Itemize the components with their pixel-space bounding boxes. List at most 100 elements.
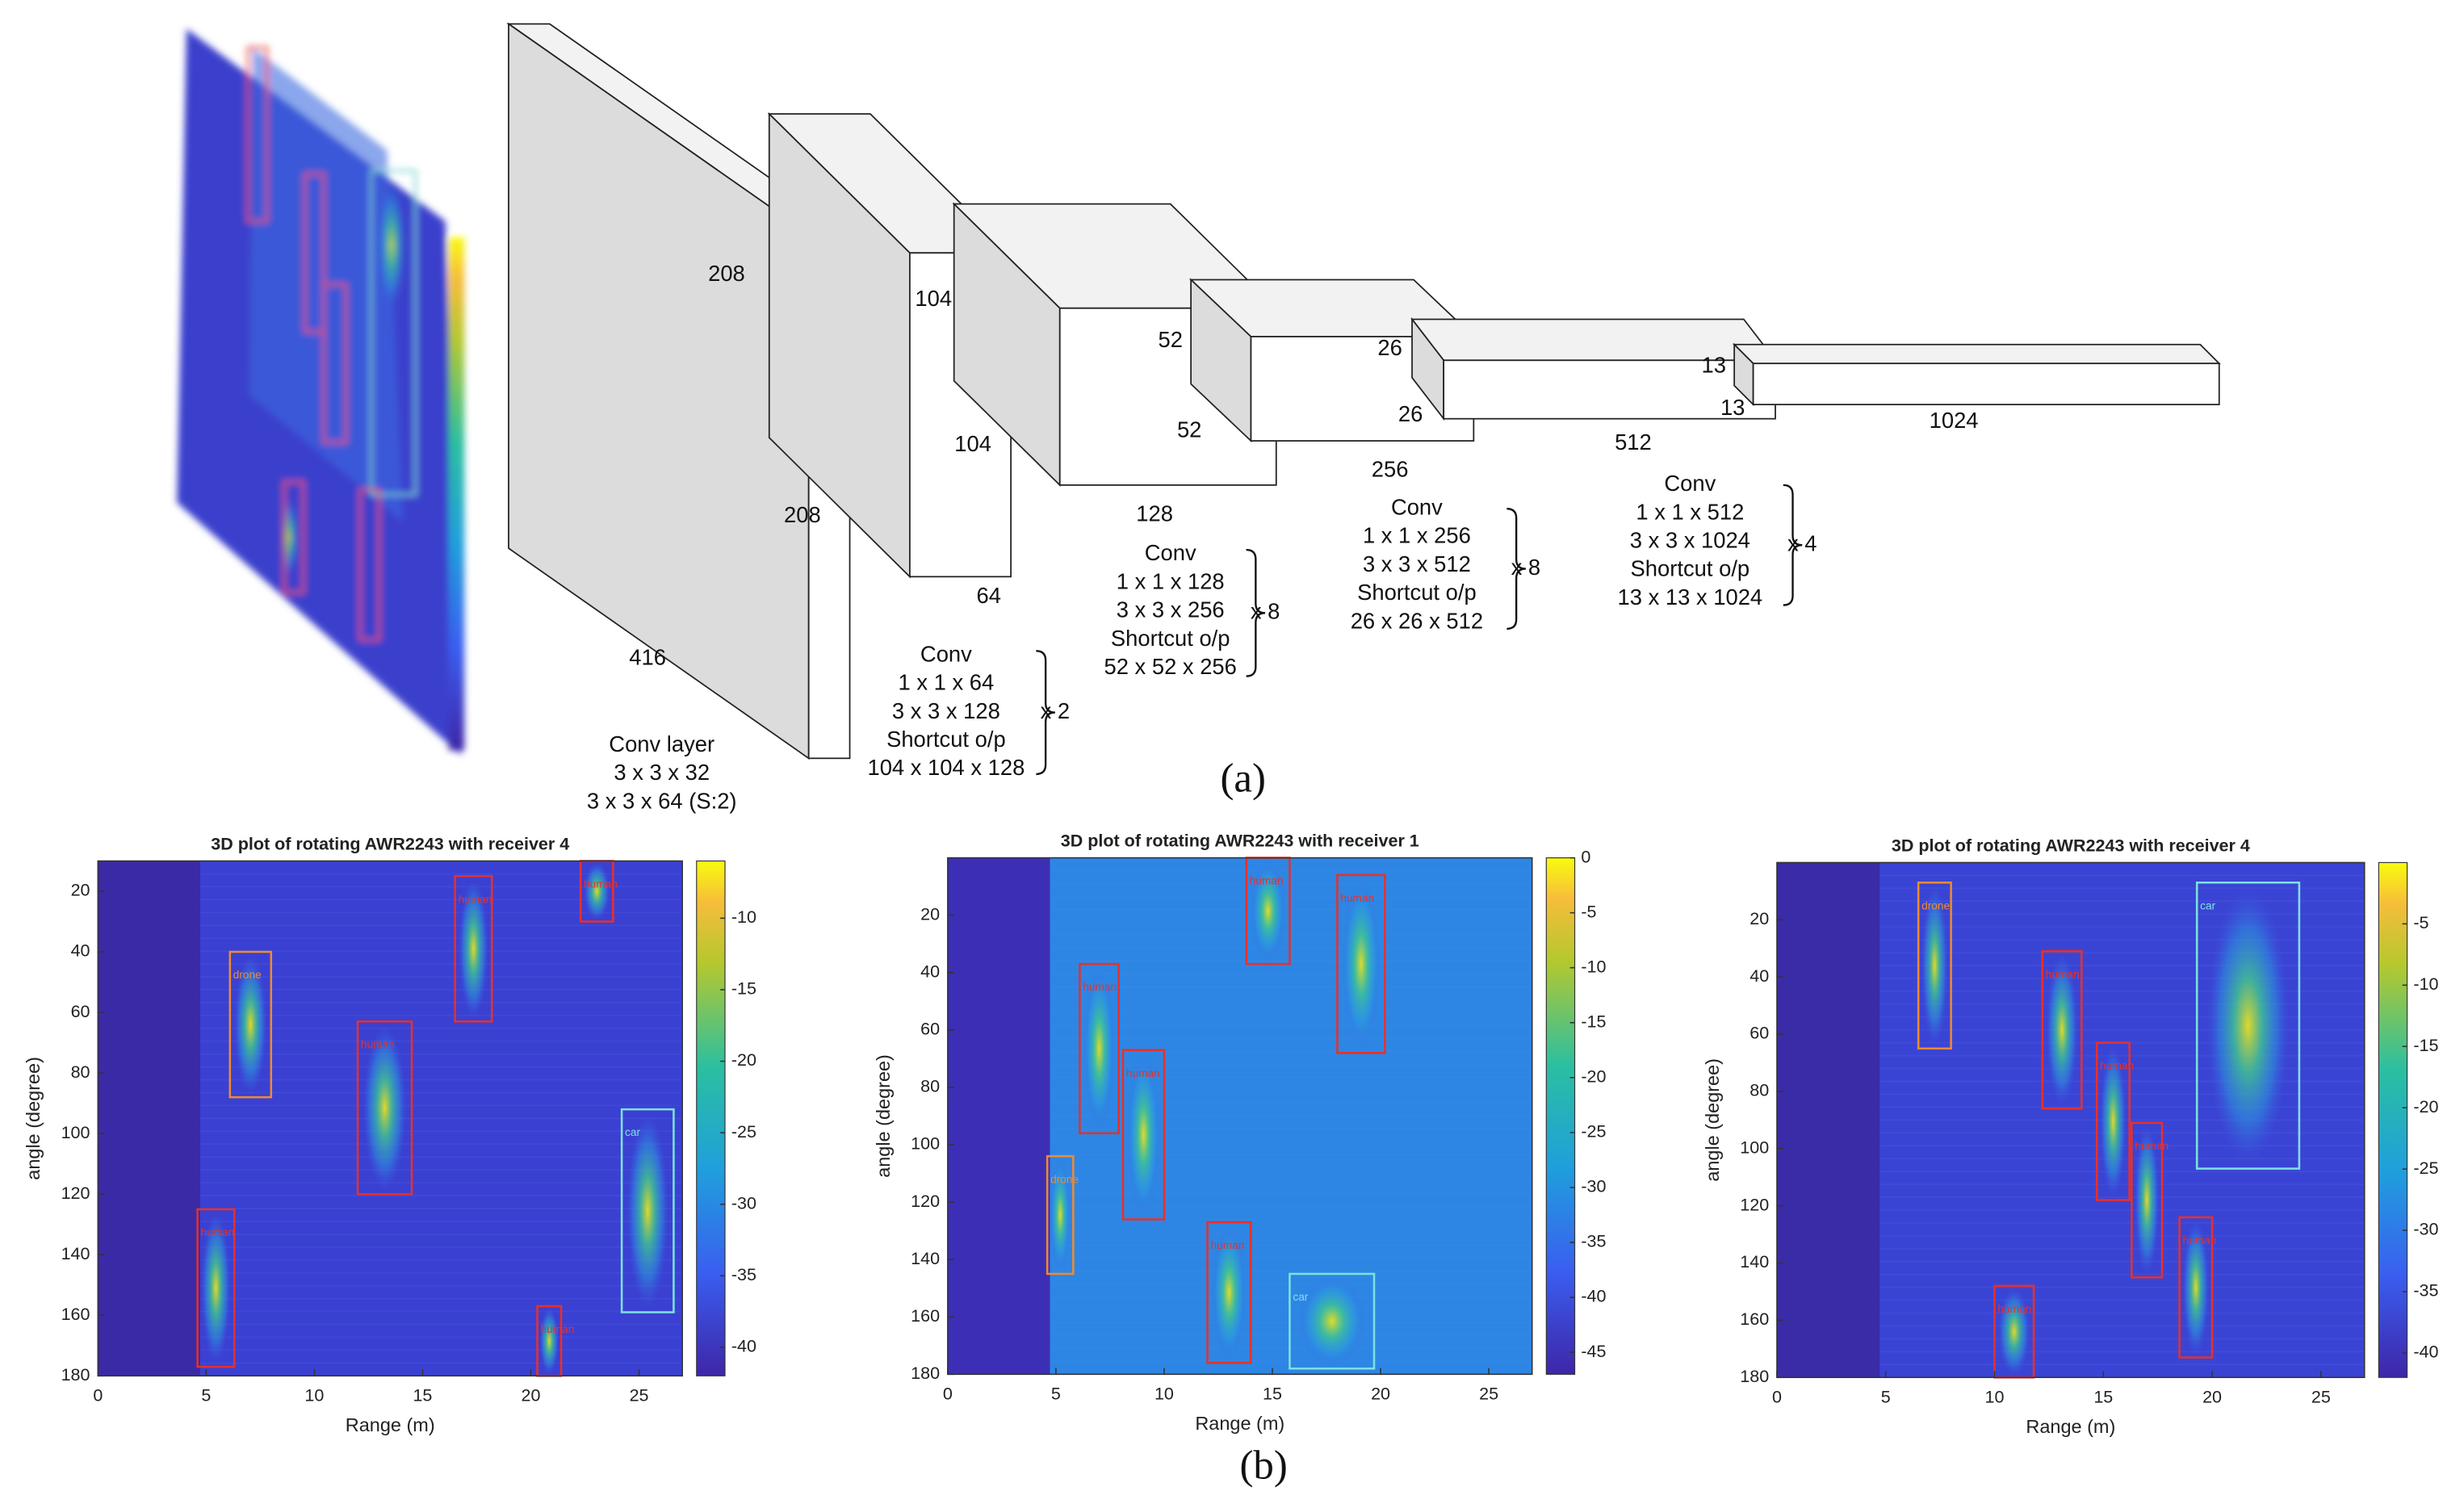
x-axis-label: Range (m)	[346, 1414, 435, 1435]
colorbar-tick-label: -35	[731, 1265, 756, 1284]
heatmap-blob	[539, 1307, 559, 1375]
x-tick-label: 25	[630, 1385, 649, 1405]
heatmap-blob	[2135, 1125, 2160, 1275]
colorbar-tick-label: -25	[2413, 1158, 2438, 1178]
detection-box	[2195, 881, 2301, 1170]
colorbar	[2378, 861, 2408, 1378]
x-tick-label: 15	[2093, 1387, 2113, 1406]
brace	[1783, 484, 1803, 606]
heatmap-blob	[1211, 1225, 1247, 1360]
colorbar-tick-label: -25	[731, 1122, 756, 1142]
colorbar-tick-label: -30	[1581, 1177, 1606, 1196]
heatmap-blob	[1342, 878, 1381, 1049]
detection-box	[228, 950, 273, 1099]
heatmap-band	[98, 861, 200, 1376]
box-label: human	[2046, 968, 2080, 980]
colorbar-tick-label: -20	[1581, 1066, 1606, 1086]
chart-title: 3D plot of rotating AWR2243 with receive…	[1061, 832, 1419, 851]
y-tick-label: 100	[1740, 1137, 1769, 1157]
dim-label: 13	[1720, 395, 1745, 420]
colorbar-tick-label: -15	[731, 979, 756, 999]
box-label: human	[1997, 1303, 2031, 1315]
cnn-blocks	[506, 22, 2221, 760]
axes-frame	[1776, 861, 2366, 1379]
colorbar-tick-label: -5	[1581, 902, 1596, 921]
heatmap-blob	[626, 1113, 669, 1309]
axes-frame	[97, 860, 683, 1377]
heatmap-blob	[1998, 1288, 2030, 1376]
y-tick-label: 160	[1740, 1309, 1769, 1329]
block-text: Shortcut o/p	[886, 727, 1006, 752]
x-tick-label: 5	[1051, 1384, 1061, 1403]
chart-title: 3D plot of rotating AWR2243 with receive…	[211, 835, 569, 854]
colorbar-tick-label: -40	[1581, 1287, 1606, 1306]
y-tick-label: 40	[71, 941, 90, 961]
heatmap-blob	[201, 1212, 231, 1364]
detection-box	[1121, 1049, 1166, 1221]
x-tick-label: 0	[93, 1385, 103, 1405]
box-label: human	[1340, 892, 1374, 904]
x-tick-label: 0	[1772, 1387, 1782, 1406]
layer-text: 3 x 3 x 32	[614, 760, 710, 785]
colorbar-tick-label: -40	[2413, 1343, 2438, 1362]
box-label: drone	[233, 969, 262, 981]
chart: human human human human drone human car 0 5 10 15 2…	[873, 832, 1607, 1434]
x-tick-label: 15	[413, 1385, 432, 1405]
heatmap-blob	[2182, 1220, 2210, 1355]
cuboid-front	[1443, 359, 1776, 420]
block-text: Conv	[1664, 471, 1716, 496]
colorbar-tick-label: -35	[2413, 1281, 2438, 1301]
y-tick-label: 20	[71, 881, 90, 900]
detection-box	[1336, 873, 1386, 1054]
dim-label: 104	[954, 431, 991, 456]
block-text: 3 x 3 x 128	[892, 698, 1000, 723]
y-tick-label: 140	[1740, 1252, 1769, 1271]
x-tick-label: 10	[304, 1385, 324, 1405]
dim-label: 128	[1136, 501, 1173, 526]
layer-text: Conv layer	[609, 731, 714, 756]
colorbar-tick-label: -30	[2413, 1220, 2438, 1239]
y-tick-label: 100	[61, 1123, 90, 1142]
y-tick-label: 60	[1750, 1024, 1769, 1043]
caption: (b)	[1239, 1443, 1287, 1488]
cuboid-front	[1752, 362, 2220, 405]
colorbar	[696, 860, 726, 1376]
y-tick-label: 160	[61, 1305, 90, 1324]
block-text: Conv	[920, 641, 972, 666]
detection-box	[454, 874, 493, 1023]
y-tick-label: 80	[71, 1062, 90, 1082]
block-text: 1 x 1 x 64	[899, 670, 995, 695]
dim-label: 52	[1177, 417, 1201, 442]
detection-box	[2095, 1041, 2131, 1201]
heatmap-blob	[584, 861, 610, 921]
detection-box	[1206, 1221, 1252, 1364]
dimension-labels: 208 416 208 104 104 64 52 52 128 26 26 2…	[629, 261, 1978, 669]
detection-box	[1917, 881, 1952, 1050]
heatmap-blob	[2046, 954, 2078, 1106]
block-text: Shortcut o/p	[1357, 580, 1477, 605]
blurred-input	[177, 28, 465, 756]
heatmap-band	[1776, 862, 1880, 1378]
cuboid	[1733, 342, 2221, 407]
heatmap-blob	[459, 878, 488, 1019]
x-tick-label: 20	[2202, 1387, 2222, 1406]
dim-label: 208	[708, 261, 745, 286]
heatmap-blob	[233, 954, 267, 1095]
block-text: 1 x 1 x 128	[1117, 568, 1225, 593]
y-tick-label: 180	[1740, 1367, 1769, 1386]
dim-label: 64	[976, 583, 1000, 608]
box-label: drone	[1921, 899, 1950, 911]
detection-box	[1079, 962, 1120, 1135]
layer-text: 3 x 3 x 64 (S:2)	[587, 788, 737, 813]
x-tick-label: 5	[201, 1385, 211, 1405]
colorbar-tick-label: -20	[731, 1050, 756, 1070]
cuboid-top	[1733, 343, 2221, 365]
heatmap-blob	[1251, 860, 1286, 962]
heatmap-blob	[1921, 886, 1948, 1045]
repeat-label: x 2	[1041, 698, 1071, 723]
dim-label: 26	[1398, 401, 1423, 426]
block-text: Conv	[1391, 494, 1443, 519]
block-text: 3 x 3 x 256	[1117, 597, 1225, 622]
box-label: human	[540, 1323, 574, 1335]
